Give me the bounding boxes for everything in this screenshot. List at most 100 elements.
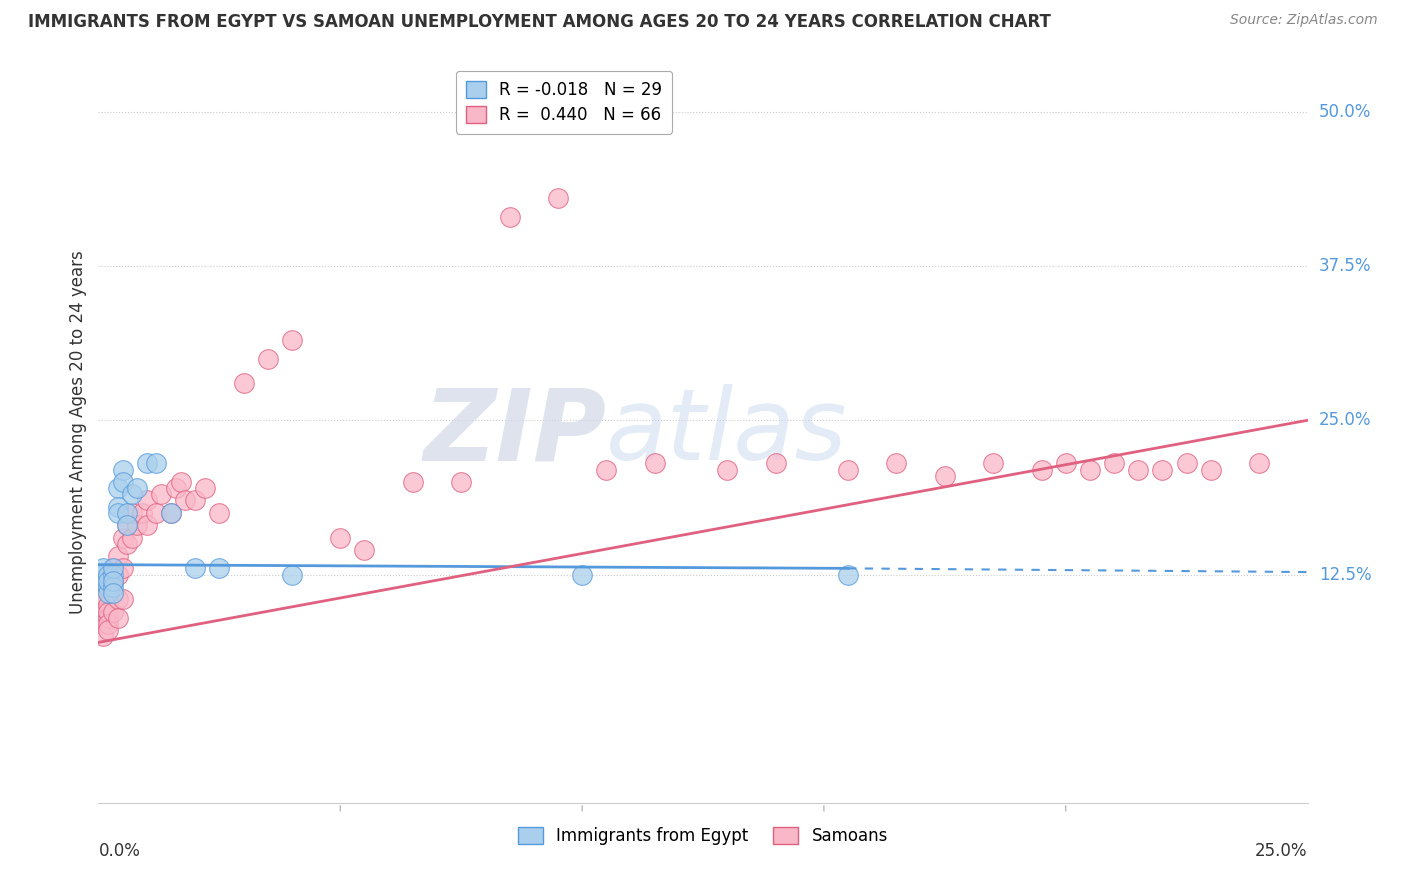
Point <box>101 605 124 619</box>
Point <box>208 561 231 575</box>
Legend: Immigrants from Egypt, Samoans: Immigrants from Egypt, Samoans <box>509 819 897 854</box>
Text: Source: ZipAtlas.com: Source: ZipAtlas.com <box>1230 13 1378 28</box>
Point <box>117 518 139 533</box>
Point <box>256 351 278 366</box>
Point <box>716 462 738 476</box>
Point <box>97 623 120 637</box>
Point <box>595 462 617 476</box>
Point <box>145 457 167 471</box>
Point <box>135 493 157 508</box>
Point <box>101 561 124 575</box>
Point <box>165 481 187 495</box>
Point <box>97 605 120 619</box>
Point <box>329 531 352 545</box>
Point <box>765 457 787 471</box>
Point <box>91 574 114 588</box>
Point <box>91 567 114 582</box>
Point <box>117 506 139 520</box>
Point <box>1128 462 1150 476</box>
Point <box>135 518 157 533</box>
Point <box>121 487 143 501</box>
Point <box>101 574 124 588</box>
Point <box>450 475 472 489</box>
Point <box>91 605 114 619</box>
Point <box>97 567 120 582</box>
Text: 37.5%: 37.5% <box>1319 257 1371 275</box>
Point <box>111 531 134 545</box>
Point <box>1175 457 1198 471</box>
Point <box>981 457 1004 471</box>
Point <box>281 333 304 347</box>
Point <box>934 468 956 483</box>
Point <box>1031 462 1053 476</box>
Point <box>1054 457 1077 471</box>
Point <box>131 506 153 520</box>
Point <box>1078 462 1101 476</box>
Point <box>107 506 129 520</box>
Point <box>91 599 114 613</box>
Point <box>91 561 114 575</box>
Point <box>91 629 114 643</box>
Point <box>107 500 129 514</box>
Point <box>127 481 149 495</box>
Point <box>886 457 908 471</box>
Point <box>208 506 231 520</box>
Point <box>547 191 569 205</box>
Point <box>150 487 173 501</box>
Point <box>97 611 120 625</box>
Point <box>91 580 114 594</box>
Point <box>101 586 124 600</box>
Text: 0.0%: 0.0% <box>98 842 141 860</box>
Text: ZIP: ZIP <box>423 384 606 481</box>
Point <box>145 506 167 520</box>
Point <box>1249 457 1271 471</box>
Point <box>160 506 183 520</box>
Text: atlas: atlas <box>606 384 848 481</box>
Point <box>97 599 120 613</box>
Point <box>184 493 207 508</box>
Point <box>107 481 129 495</box>
Point <box>97 574 120 588</box>
Point <box>121 506 143 520</box>
Point <box>127 518 149 533</box>
Point <box>101 561 124 575</box>
Point <box>97 574 120 588</box>
Point <box>101 580 124 594</box>
Point <box>169 475 191 489</box>
Point <box>837 567 859 582</box>
Point <box>571 567 593 582</box>
Point <box>353 542 375 557</box>
Point <box>101 574 124 588</box>
Point <box>107 549 129 563</box>
Point <box>837 462 859 476</box>
Point <box>111 462 134 476</box>
Point <box>1102 457 1125 471</box>
Point <box>111 561 134 575</box>
Point <box>644 457 666 471</box>
Point <box>107 611 129 625</box>
Point <box>498 210 520 224</box>
Text: 25.0%: 25.0% <box>1319 411 1371 429</box>
Text: 12.5%: 12.5% <box>1319 566 1371 583</box>
Text: 25.0%: 25.0% <box>1256 842 1308 860</box>
Text: IMMIGRANTS FROM EGYPT VS SAMOAN UNEMPLOYMENT AMONG AGES 20 TO 24 YEARS CORRELATI: IMMIGRANTS FROM EGYPT VS SAMOAN UNEMPLOY… <box>28 13 1052 31</box>
Point <box>281 567 304 582</box>
Text: 50.0%: 50.0% <box>1319 103 1371 120</box>
Point <box>111 592 134 607</box>
Point <box>174 493 197 508</box>
Point <box>194 481 217 495</box>
Y-axis label: Unemployment Among Ages 20 to 24 years: Unemployment Among Ages 20 to 24 years <box>69 251 87 615</box>
Point <box>91 616 114 631</box>
Point <box>111 475 134 489</box>
Point <box>1199 462 1222 476</box>
Point <box>97 580 120 594</box>
Point <box>232 376 254 391</box>
Point <box>402 475 425 489</box>
Point <box>97 616 120 631</box>
Point <box>135 457 157 471</box>
Point <box>107 567 129 582</box>
Point <box>117 518 139 533</box>
Point <box>97 586 120 600</box>
Point <box>101 586 124 600</box>
Point <box>117 536 139 550</box>
